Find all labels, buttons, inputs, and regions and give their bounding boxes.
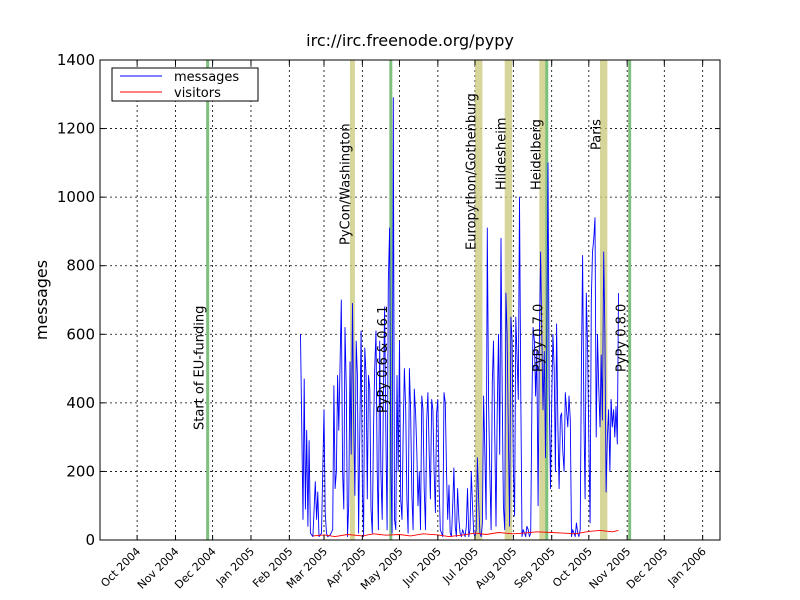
event-label: Heidelberg [530, 119, 545, 190]
event-band [349, 60, 355, 540]
y-tick-label: 0 [85, 531, 95, 549]
y-tick-label: 400 [66, 394, 95, 412]
series-line-messages [300, 97, 619, 538]
event-label: PyCon/Washington [339, 123, 354, 245]
legend-box [111, 67, 259, 102]
y-axis: 0 200 400 600 800 1000 1200 1400 [57, 51, 720, 549]
event-band [504, 60, 513, 540]
event-label: Europython/Gothenburg [465, 93, 480, 250]
legend-label: messages [174, 70, 239, 85]
event-band [539, 60, 548, 540]
event-label: Paris [590, 119, 605, 150]
plot-area: PyCon/Washington Europython/Gothenburg Hil… [100, 60, 720, 540]
release-label: PyPy 0.6 & 0.6.1 [376, 306, 391, 413]
y-tick-label: 800 [66, 257, 95, 275]
event-band [474, 60, 483, 540]
event-label: Hildesheim [494, 117, 509, 190]
legend-label: visitors [174, 86, 221, 101]
release-label: PyPy 0.8.0 [615, 304, 630, 372]
y-tick-label: 1000 [57, 188, 95, 206]
release-marker-line [206, 60, 210, 540]
release-label: Start of EU-funding [193, 306, 208, 430]
release-label: PyPy 0.7.0 [532, 304, 547, 372]
series-line-visitors [312, 529, 619, 538]
y-tick-label: 600 [66, 325, 95, 343]
release-marker-line [389, 60, 393, 540]
plot-frame [99, 59, 721, 541]
y-tick-label: 1400 [57, 51, 95, 69]
release-marker-line [628, 60, 632, 540]
chart-title: irc://irc.freenode.org/pypy [306, 31, 514, 50]
y-axis-label: messages [32, 260, 51, 340]
y-tick-label: 200 [66, 462, 95, 480]
y-tick-label: 1200 [57, 120, 95, 138]
